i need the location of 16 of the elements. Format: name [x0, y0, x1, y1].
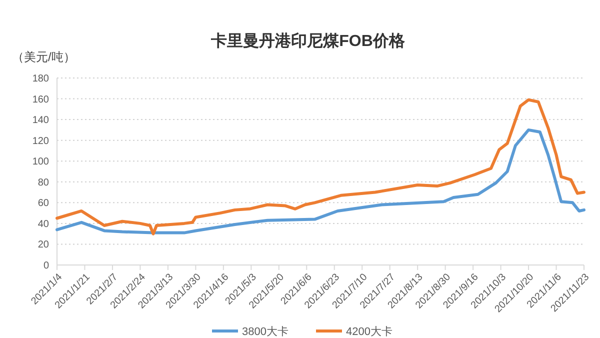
legend-label: 3800大卡	[242, 324, 288, 338]
line-series	[56, 98, 586, 236]
y-tick-label: 160	[32, 94, 50, 106]
chart-title: 卡里曼丹港印尼煤FOB价格	[210, 32, 406, 50]
y-tick-label: 0	[43, 260, 50, 272]
y-tick-label: 60	[38, 198, 50, 210]
y-tick-label: 180	[32, 74, 50, 84]
legend-label: 4200大卡	[346, 324, 392, 338]
y-tick-label: 40	[38, 218, 50, 230]
line-series	[56, 128, 586, 234]
y-tick-label: 20	[38, 240, 50, 251]
y-tick-label: 100	[32, 156, 50, 168]
y-tick-label: 140	[32, 115, 50, 126]
y-tick-label: 120	[32, 136, 50, 147]
y-tick-label: 80	[38, 177, 50, 188]
y-axis-title: （美元/吨）	[12, 50, 76, 64]
